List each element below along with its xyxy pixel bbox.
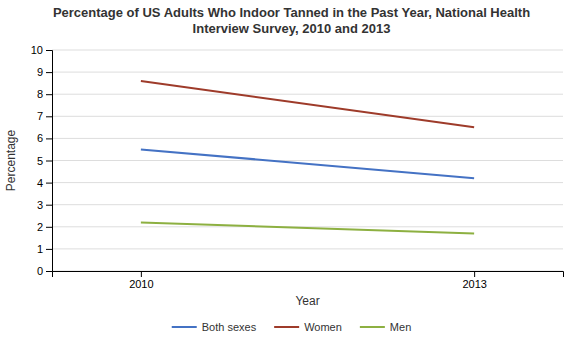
legend: Both sexes Women Men xyxy=(172,321,412,333)
y-tick-label: 10 xyxy=(31,44,43,56)
y-tick: 0 xyxy=(37,265,52,277)
title-line: Interview Survey, 2010 and 2013 xyxy=(193,21,391,36)
legend-item: Women xyxy=(274,321,342,333)
x-axis-title: Year xyxy=(295,294,319,308)
y-tick-label: 8 xyxy=(37,88,43,100)
y-tick-mark xyxy=(46,94,52,95)
series-line xyxy=(141,149,474,178)
legend-item: Men xyxy=(360,321,411,333)
y-tick: 6 xyxy=(37,132,52,144)
grid-line xyxy=(52,50,563,51)
y-tick-mark xyxy=(46,205,52,206)
plot-area xyxy=(141,81,474,233)
grid-line xyxy=(52,182,563,183)
x-tick: 2010 xyxy=(129,271,153,290)
x-axis-line xyxy=(53,272,564,278)
title-line: Percentage of US Adults Who Indoor Tanne… xyxy=(53,5,530,20)
y-tick-mark xyxy=(46,227,52,228)
y-tick: 5 xyxy=(37,155,52,167)
y-tick: 1 xyxy=(37,243,52,255)
y-axis-title: Percentage xyxy=(4,129,18,191)
legend-label: Men xyxy=(390,321,411,333)
y-tick-label: 6 xyxy=(37,132,43,144)
y-tick: 7 xyxy=(37,110,52,122)
y-tick: 8 xyxy=(37,88,52,100)
y-tick: 3 xyxy=(37,199,52,211)
grid-line xyxy=(52,204,563,205)
x-tick-mark xyxy=(474,271,475,277)
x-tick-mark xyxy=(141,271,142,277)
y-tick: 10 xyxy=(31,44,52,56)
x-tick-label: 2010 xyxy=(129,278,153,290)
y-tick-mark xyxy=(46,72,52,73)
legend-swatch xyxy=(360,326,385,328)
legend-swatch xyxy=(172,326,197,328)
y-tick-label: 1 xyxy=(37,243,43,255)
y-tick-label: 7 xyxy=(37,110,43,122)
grid-line xyxy=(52,160,563,161)
grid-line xyxy=(52,248,563,249)
grid-line xyxy=(52,72,563,73)
x-tick-label: 2013 xyxy=(462,278,486,290)
grid-line xyxy=(52,94,563,95)
y-tick-mark xyxy=(46,161,52,162)
y-tick-mark xyxy=(46,183,52,184)
y-tick-label: 9 xyxy=(37,66,43,78)
grid-line xyxy=(52,116,563,117)
series-line xyxy=(141,222,474,233)
legend-label: Both sexes xyxy=(202,321,257,333)
legend-item: Both sexes xyxy=(172,321,257,333)
y-tick: 4 xyxy=(37,177,52,189)
y-tick-label: 2 xyxy=(37,221,43,233)
grid xyxy=(52,50,563,271)
grid-line xyxy=(52,138,563,139)
chart: Percentage of US Adults Who Indoor Tanne… xyxy=(0,0,583,343)
y-tick: 2 xyxy=(37,221,52,233)
y-tick-label: 5 xyxy=(37,155,43,167)
legend-swatch xyxy=(274,326,299,328)
y-tick-mark xyxy=(46,249,52,250)
y-tick-mark xyxy=(46,116,52,117)
y-tick-mark xyxy=(46,50,52,51)
title: Percentage of US Adults Who Indoor Tanne… xyxy=(53,5,530,36)
y-axis-line xyxy=(46,51,53,272)
x-axis: 2010 2013 xyxy=(53,271,564,290)
y-tick-label: 0 xyxy=(37,265,43,277)
y-tick-mark xyxy=(46,271,52,272)
y-tick-label: 3 xyxy=(37,199,43,211)
legend-label: Women xyxy=(304,321,342,333)
series-line xyxy=(141,81,474,127)
y-axis: 0 1 2 3 4 5 6 7 8 9 10 xyxy=(31,44,53,277)
y-tick: 9 xyxy=(37,66,52,78)
x-tick: 2013 xyxy=(462,271,486,290)
y-tick-label: 4 xyxy=(37,177,43,189)
y-tick-mark xyxy=(46,138,52,139)
